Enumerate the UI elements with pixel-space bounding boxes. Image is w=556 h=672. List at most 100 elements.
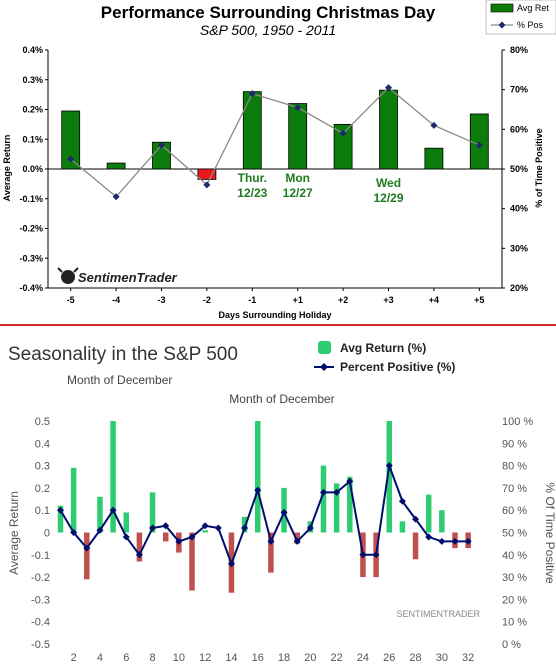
bar-avg-return [320, 465, 327, 533]
bar-avg-ret [106, 162, 126, 170]
y-tick-label: 0.2 [35, 483, 50, 495]
y-tick-label: 0.0% [22, 164, 43, 174]
x-tick-label: -3 [157, 295, 165, 305]
point-percent-positive [412, 515, 420, 523]
point-percent-positive [425, 533, 433, 541]
bar-avg-return [399, 521, 406, 533]
y-tick-label: 0.4% [22, 45, 43, 55]
point-percent-positive [83, 544, 91, 552]
christmas-performance-chart: Performance Surrounding Christmas DayS&P… [2, 0, 556, 320]
chart-title: Seasonality in the S&P 500 [8, 344, 238, 365]
point-percent-positive [162, 522, 170, 530]
point-pct-pos [158, 141, 165, 149]
x-tick-label: 24 [357, 652, 369, 664]
point-percent-positive [385, 462, 393, 470]
bar-avg-ret [379, 89, 398, 170]
legend-swatch-avg-return [318, 341, 331, 354]
december-seasonality-chart: Seasonality in the S&P 500 Month of Decem… [7, 341, 556, 664]
chart-subtitle-center: Month of December [229, 392, 334, 406]
bar-avg-return [84, 532, 90, 580]
x-tick-label: 12 [199, 652, 211, 664]
y2-tick-label: 80 % [502, 461, 527, 473]
point-pct-pos [203, 181, 211, 189]
logo-horns-icon [57, 267, 79, 273]
y-tick-label: -0.1 [31, 550, 50, 562]
y2-tick-label: 80% [510, 45, 528, 55]
y2-tick-label: 0 % [502, 639, 521, 651]
annotation-label: Mon [285, 171, 310, 185]
point-percent-positive [280, 508, 288, 516]
x-tick-label: 30 [436, 652, 448, 664]
y-tick-label: -0.2 [31, 572, 50, 584]
x-tick-label: +5 [474, 295, 484, 305]
annotation-label: Thur. [238, 171, 267, 185]
x-tick-label: +3 [383, 295, 393, 305]
legend-label-percent-positive: Percent Positive (%) [340, 360, 455, 374]
y2-axis-label: % Of Time Positive [543, 482, 556, 584]
x-tick-label: -2 [203, 295, 211, 305]
chart-subtitle: S&P 500, 1950 - 2011 [200, 22, 336, 38]
point-pct-pos [67, 155, 75, 163]
x-tick-label: 6 [123, 652, 129, 664]
point-percent-positive [464, 537, 472, 545]
point-percent-positive [333, 488, 341, 496]
point-percent-positive [96, 526, 104, 534]
logo-text: SentimenTrader [78, 270, 178, 285]
point-percent-positive [267, 537, 275, 545]
bar-avg-return [136, 532, 143, 562]
watermark: SENTIMENTRADER [396, 609, 480, 619]
bar-avg-return [57, 505, 64, 533]
point-pct-pos [294, 104, 302, 112]
bar-avg-return [202, 530, 208, 533]
x-axis-label: Days Surrounding Holiday [218, 310, 331, 320]
point-percent-positive [293, 537, 301, 545]
point-percent-positive [122, 533, 130, 541]
legend-label-pct-pos: % Pos [517, 20, 544, 30]
y2-tick-label: 40 % [502, 550, 527, 562]
x-tick-label: 8 [149, 652, 155, 664]
point-percent-positive [438, 537, 446, 545]
chart-subtitle: Month of December [67, 373, 172, 387]
bar-avg-return [412, 532, 419, 560]
y-tick-label: 0.3% [22, 75, 43, 85]
legend-swatch-avg-ret [490, 3, 514, 13]
point-percent-positive [201, 522, 209, 530]
x-tick-label: 20 [304, 652, 316, 664]
bar-avg-ret [242, 91, 262, 170]
y2-tick-label: 50% [510, 164, 528, 174]
x-tick-label: -5 [67, 295, 75, 305]
x-tick-label: 4 [97, 652, 103, 664]
annotation-label: 12/23 [237, 186, 267, 200]
point-percent-positive [227, 560, 235, 568]
y-tick-label: -0.5 [31, 639, 50, 651]
y2-axis-label: % of Time Positive [534, 128, 544, 207]
y2-tick-label: 30 % [502, 572, 527, 584]
point-percent-positive [398, 497, 406, 505]
x-tick-label: 10 [173, 652, 185, 664]
bar-avg-ret [197, 168, 217, 180]
y2-tick-label: 60 % [502, 505, 527, 517]
y-tick-label: 0.3 [35, 461, 50, 473]
y-tick-label: 0.2% [22, 105, 43, 115]
bar-avg-return [70, 467, 77, 533]
point-pct-pos [248, 90, 256, 98]
point-pct-pos [430, 121, 438, 129]
point-percent-positive [214, 524, 222, 532]
y-tick-label: 0 [44, 528, 50, 540]
bar-avg-ret [333, 123, 353, 170]
point-pct-pos [339, 129, 347, 137]
y-axis-label: Average Return [2, 135, 12, 202]
sentimentrader-logo: SentimenTrader [57, 267, 178, 285]
point-percent-positive [254, 486, 262, 494]
y-tick-label: -0.4% [19, 283, 43, 293]
point-pct-pos [112, 193, 120, 201]
legend-swatch-marker [320, 363, 328, 371]
y2-tick-label: 60% [510, 124, 528, 134]
bar-avg-return [425, 494, 432, 533]
y-tick-label: -0.1% [19, 194, 43, 204]
y-tick-label: 0.5 [35, 416, 50, 428]
annotation-label: Wed [376, 176, 401, 190]
bar-avg-return [347, 476, 353, 533]
legend-swatch-marker [498, 21, 506, 29]
y-tick-label: -0.3 [31, 594, 50, 606]
